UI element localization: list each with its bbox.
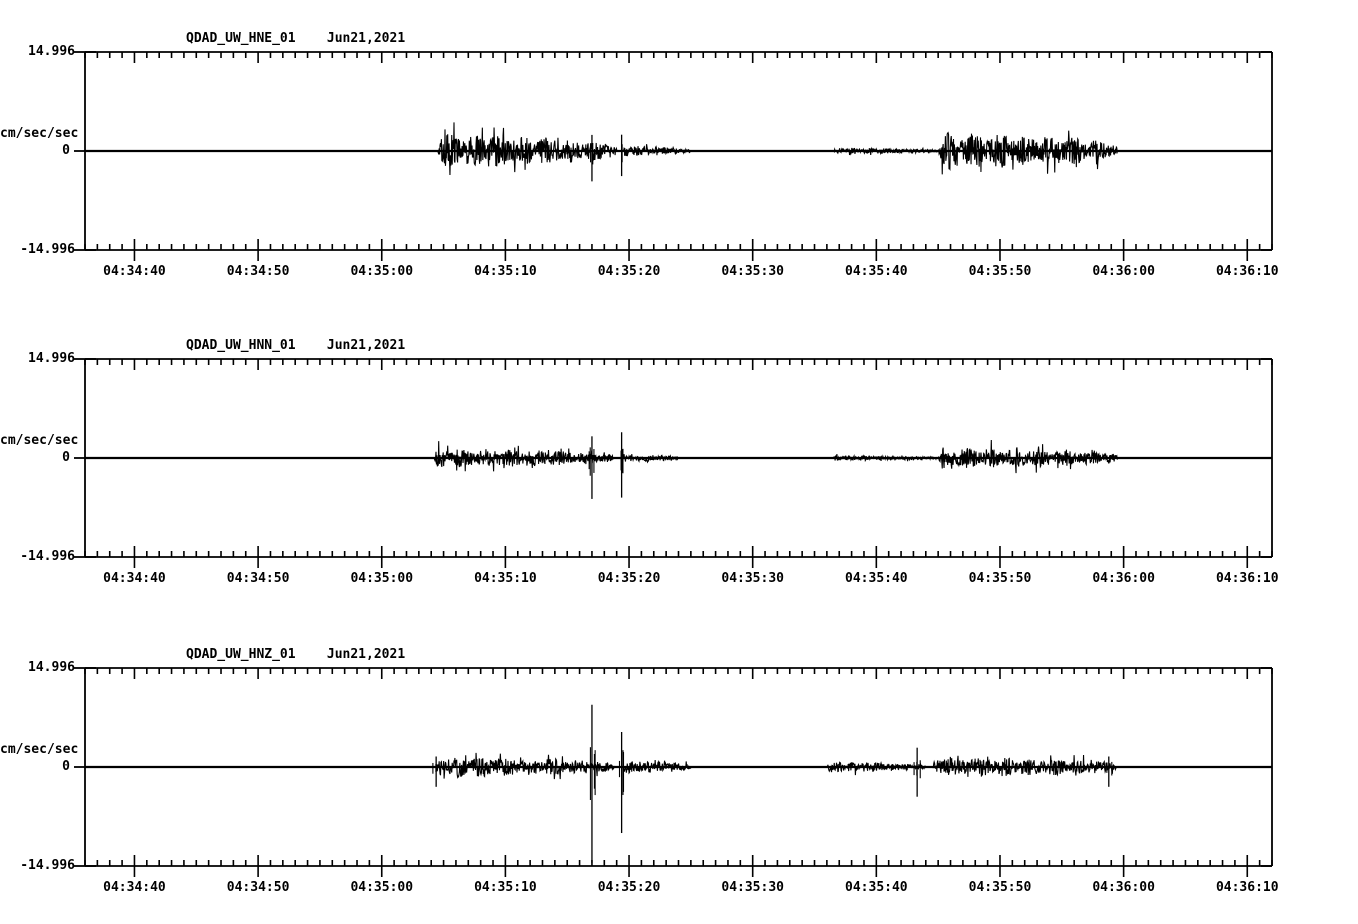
x-axis-tick-label: 04:35:50 [968, 264, 1032, 279]
y-axis-units-label-hne: cm/sec/sec [0, 126, 79, 141]
panel-title-hnz: QDAD_UW_HNZ_01 Jun21,2021 [186, 647, 406, 662]
x-axis-tick-label: 04:34:50 [226, 880, 290, 895]
waveform-trace-hne [84, 122, 1272, 176]
waveform-trace-hnn [84, 439, 1272, 474]
x-axis-tick-label: 04:35:40 [845, 571, 908, 586]
x-axis-tick-label: 04:35:20 [597, 264, 661, 279]
y-axis-max-label-hnn: 14.996 [28, 351, 75, 366]
waveform-trace-hnz [84, 752, 1272, 780]
x-axis-tick-label: 04:35:10 [474, 571, 537, 586]
x-axis-tick-label: 04:35:50 [968, 880, 1032, 895]
x-axis-tick-label: 04:36:00 [1092, 880, 1155, 895]
panel-title-hne: QDAD_UW_HNE_01 Jun21,2021 [186, 31, 406, 46]
x-axis-tick-label: 04:35:30 [721, 264, 784, 279]
x-axis-tick-label: 04:36:10 [1215, 264, 1279, 279]
x-axis-tick-label: 04:35:10 [474, 880, 537, 895]
x-axis-tick-label: 04:34:40 [103, 880, 166, 895]
y-axis-min-label-hne: -14.996 [20, 242, 75, 257]
y-axis-units-label-hnn: cm/sec/sec [0, 433, 79, 448]
y-axis-min-label-hnz: -14.996 [20, 858, 75, 873]
x-axis-tick-label: 04:35:40 [845, 264, 908, 279]
x-axis-tick-label: 04:36:00 [1092, 571, 1155, 586]
x-axis-tick-label: 04:36:00 [1092, 264, 1155, 279]
y-axis-max-label-hne: 14.996 [28, 44, 75, 59]
x-axis-tick-label: 04:35:30 [721, 880, 784, 895]
y-axis-min-label-hnn: -14.996 [20, 549, 75, 564]
x-axis-tick-label: 04:34:50 [226, 264, 290, 279]
x-axis-tick-label: 04:35:00 [350, 571, 414, 586]
x-axis-tick-label: 04:34:50 [226, 571, 290, 586]
x-axis-tick-label: 04:36:10 [1215, 880, 1279, 895]
x-axis-tick-label: 04:35:20 [597, 571, 661, 586]
y-axis-units-label-hnz: cm/sec/sec [0, 742, 79, 757]
y-axis-zero-label-hnz: 0 [62, 759, 70, 774]
panel-title-hnn: QDAD_UW_HNN_01 Jun21,2021 [186, 338, 406, 353]
y-axis-max-label-hnz: 14.996 [28, 660, 75, 675]
x-axis-tick-label: 04:34:40 [103, 571, 166, 586]
y-axis-zero-label-hne: 0 [62, 143, 70, 158]
x-axis-tick-label: 04:35:50 [968, 571, 1032, 586]
x-axis-tick-label: 04:35:10 [474, 264, 537, 279]
x-axis-tick-label: 04:36:10 [1215, 571, 1279, 586]
x-axis-tick-label: 04:35:20 [597, 880, 661, 895]
x-axis-tick-label: 04:35:00 [350, 264, 414, 279]
x-axis-tick-label: 04:35:30 [721, 571, 784, 586]
x-axis-tick-label: 04:35:40 [845, 880, 908, 895]
x-axis-tick-label: 04:34:40 [103, 264, 166, 279]
y-axis-zero-label-hnn: 0 [62, 450, 70, 465]
x-axis-tick-label: 04:35:00 [350, 880, 414, 895]
